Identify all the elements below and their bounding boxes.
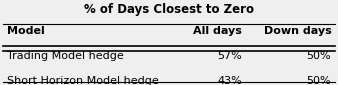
Text: Trading Model hedge: Trading Model hedge [7, 51, 123, 61]
Text: % of Days Closest to Zero: % of Days Closest to Zero [84, 3, 254, 16]
Text: Down days: Down days [264, 26, 331, 36]
Text: 57%: 57% [217, 51, 242, 61]
Text: Model: Model [7, 26, 44, 36]
Text: All days: All days [193, 26, 242, 36]
Text: 43%: 43% [217, 76, 242, 85]
Text: Short Horizon Model hedge: Short Horizon Model hedge [7, 76, 159, 85]
Text: 50%: 50% [307, 76, 331, 85]
Text: 50%: 50% [307, 51, 331, 61]
